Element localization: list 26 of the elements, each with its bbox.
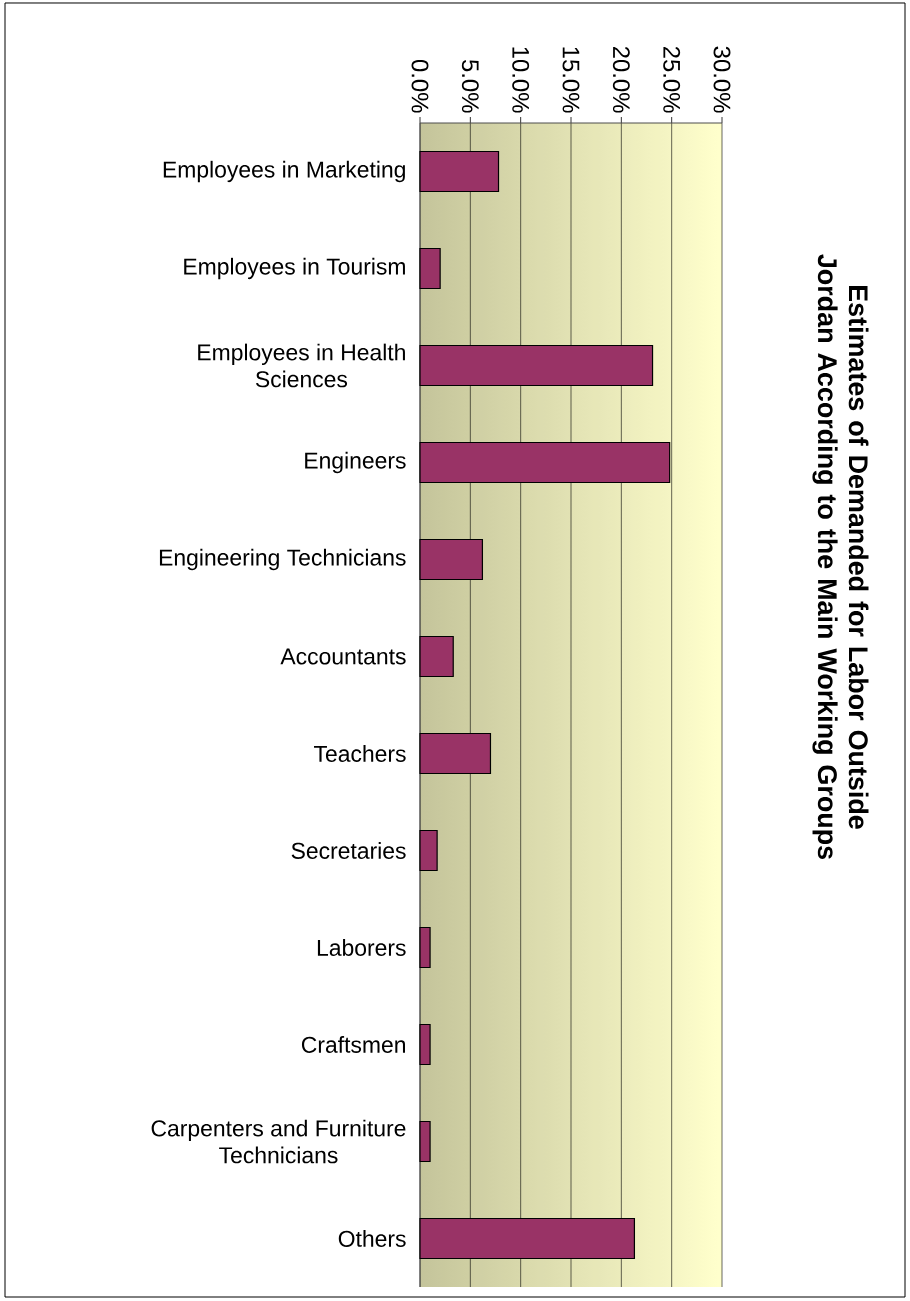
y-tick-label: Laborers <box>317 939 406 956</box>
bar <box>419 247 441 290</box>
y-tick-label: Others <box>338 1230 406 1247</box>
x-tick-label: 20.0% <box>612 46 630 113</box>
y-tick-label: Employees in Tourism <box>184 257 405 280</box>
x-tick-label: 15.0% <box>562 47 580 113</box>
x-tick-label: 0.0% <box>411 59 429 113</box>
bar <box>419 926 431 969</box>
y-tick-label: Craftsmen <box>301 1036 405 1053</box>
y-tick-label: Accountants <box>280 648 406 665</box>
bar <box>419 829 438 872</box>
text: Estimates of Demanded for Labor Outside Jordan According to the Main Working Groups <box>812 254 869 860</box>
x-tick-label: 30.0% <box>713 46 731 113</box>
y-tick-label: Teachers <box>314 745 406 762</box>
bar <box>419 635 454 678</box>
y-tick-label: Secretaries <box>291 842 406 859</box>
y-tick-label: Employees in Marketing <box>163 160 405 183</box>
x-tick-label: 5.0% <box>461 59 479 113</box>
x-tick-label: 25.0% <box>663 46 681 113</box>
y-tick-label: Employees in Health Sciences <box>198 343 405 388</box>
bar <box>419 1023 431 1066</box>
y-tick-label: Engineering Technicians <box>159 548 406 571</box>
x-tick-label: 10.0% <box>512 47 530 113</box>
bar <box>419 1120 431 1163</box>
y-tick-label: Carpenters and Furniture Technicians <box>151 1119 406 1164</box>
y-tick-label: Engineers <box>305 451 406 474</box>
